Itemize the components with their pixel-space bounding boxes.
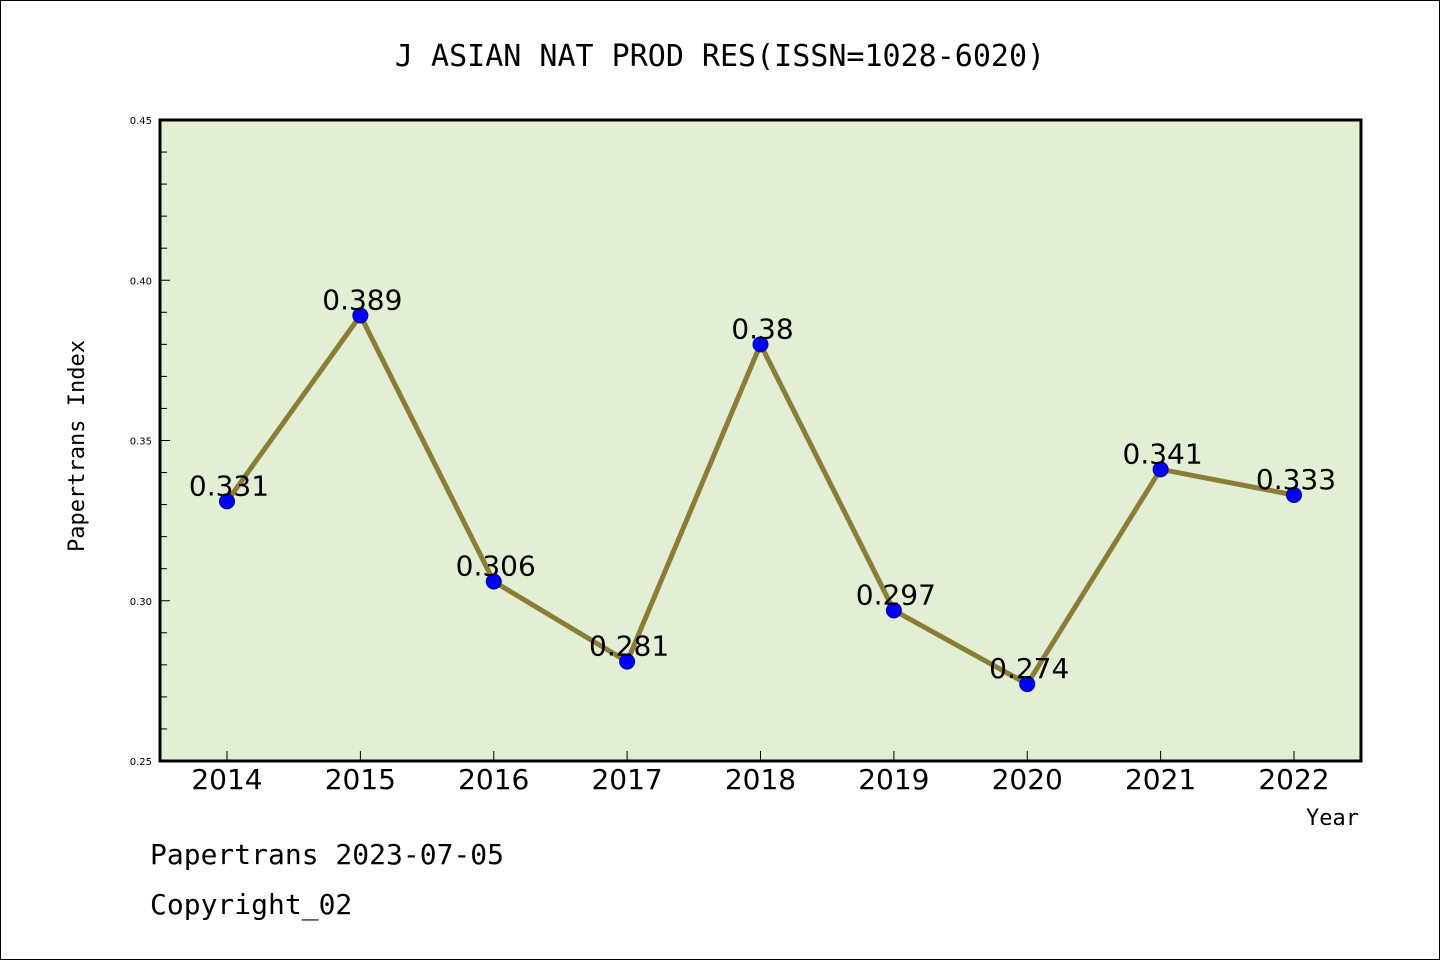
data-label: 0.274: [989, 652, 1069, 685]
y-axis-label: Papertrans Index: [65, 340, 90, 552]
x-tick-label: 2019: [858, 763, 929, 796]
x-tick-label: 2018: [725, 763, 796, 796]
series-papertrans-index: [219, 307, 1302, 693]
data-point: [619, 653, 636, 670]
data-label: 0.331: [189, 469, 269, 502]
footer-date: Papertrans 2023-07-05: [150, 838, 504, 871]
x-tick-label: 2014: [191, 763, 262, 796]
data-point: [885, 602, 902, 619]
x-tick-label: 2017: [591, 763, 662, 796]
data-point: [485, 573, 502, 590]
data-point: [1286, 486, 1302, 503]
x-tick-label: 2020: [992, 763, 1063, 796]
data-label: 0.341: [1123, 437, 1203, 470]
data-label: 0.389: [322, 284, 402, 317]
data-point: [219, 493, 235, 510]
chart-title: J ASIAN NAT PROD RES(ISSN=1028-6020): [395, 39, 1045, 74]
x-tick-label: 2022: [1258, 763, 1329, 796]
data-label: 0.333: [1256, 463, 1336, 496]
data-point: [1019, 676, 1036, 693]
x-axis-ticks: 2014 2015 2016 2017 2018 2019 2020 2021 2022: [191, 751, 1330, 796]
x-axis-label: Year: [1306, 806, 1359, 831]
footer-copyright: Copyright_02: [150, 888, 352, 922]
data-labels: 0.331 0.389 0.306 0.281 0.38 0.297 0.274 0.341 0…: [189, 284, 1336, 686]
y-tick-label: 0.30: [130, 597, 152, 608]
data-label: 0.38: [731, 312, 793, 345]
y-tick-label: 0.25: [130, 757, 152, 768]
y-tick-label: 0.35: [130, 437, 152, 448]
y-tick-label: 0.40: [130, 276, 152, 287]
y-axis-ticks: 0.25 0.30 0.35 0.40 0.45: [130, 116, 170, 768]
x-tick-label: 2021: [1125, 763, 1196, 796]
plot-area: [158, 118, 1363, 763]
data-label: 0.306: [456, 550, 536, 583]
data-point: [752, 336, 769, 353]
data-point: [1152, 461, 1169, 478]
data-label: 0.297: [856, 578, 936, 611]
x-tick-label: 2015: [325, 763, 396, 796]
data-point: [352, 307, 369, 324]
x-tick-label: 2016: [458, 763, 529, 796]
data-label: 0.281: [589, 630, 669, 663]
y-tick-label: 0.45: [130, 116, 152, 127]
